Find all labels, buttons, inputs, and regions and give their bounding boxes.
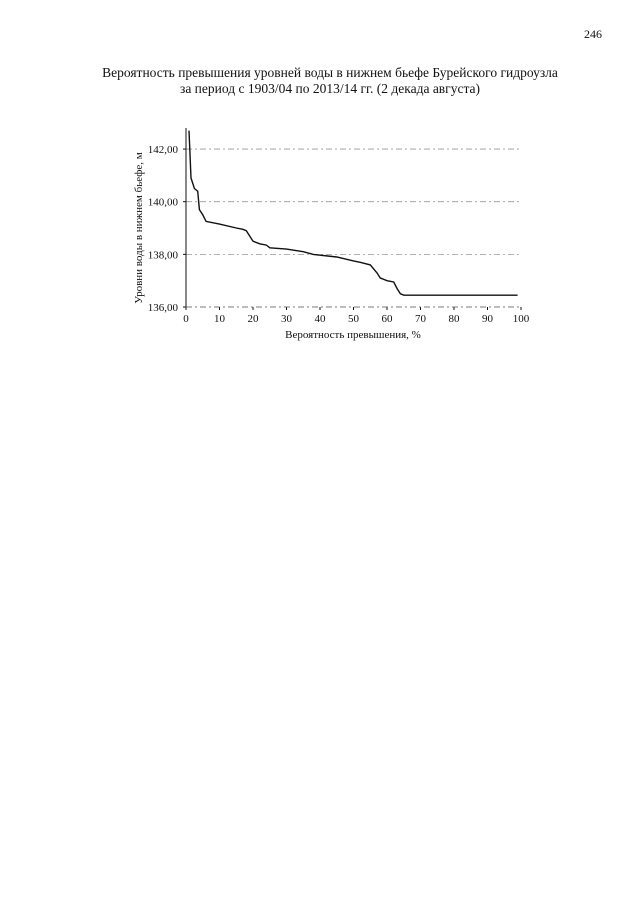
data-line (188, 130, 518, 296)
x-tick-label: 0 (183, 313, 189, 325)
y-tick-label: 140,00 (148, 197, 179, 209)
x-tick-label: 90 (482, 313, 494, 325)
chart-title: Вероятность превышения уровней воды в ни… (102, 65, 558, 80)
chart-title: за период с 1903/04 по 2013/14 гг. (2 де… (180, 81, 480, 96)
x-tick-label: 10 (214, 313, 226, 325)
x-tick-label: 50 (348, 313, 360, 325)
x-tick-label: 30 (281, 313, 293, 325)
y-tick-label: 136,00 (148, 302, 179, 314)
x-axis-label: Вероятность превышения, % (285, 329, 421, 341)
x-tick-label: 70 (415, 313, 427, 325)
x-tick-label: 20 (248, 313, 260, 325)
x-tick-label: 40 (315, 313, 327, 325)
x-tick-label: 80 (449, 313, 461, 325)
x-tick-label: 100 (513, 313, 530, 325)
y-axis-label: Уровни воды в нижнем бьефе, м (133, 152, 145, 304)
x-tick-label: 60 (382, 313, 394, 325)
y-tick-label: 138,00 (148, 249, 179, 261)
y-tick-label: 142,00 (148, 144, 179, 156)
page-number: 246 (584, 27, 602, 41)
